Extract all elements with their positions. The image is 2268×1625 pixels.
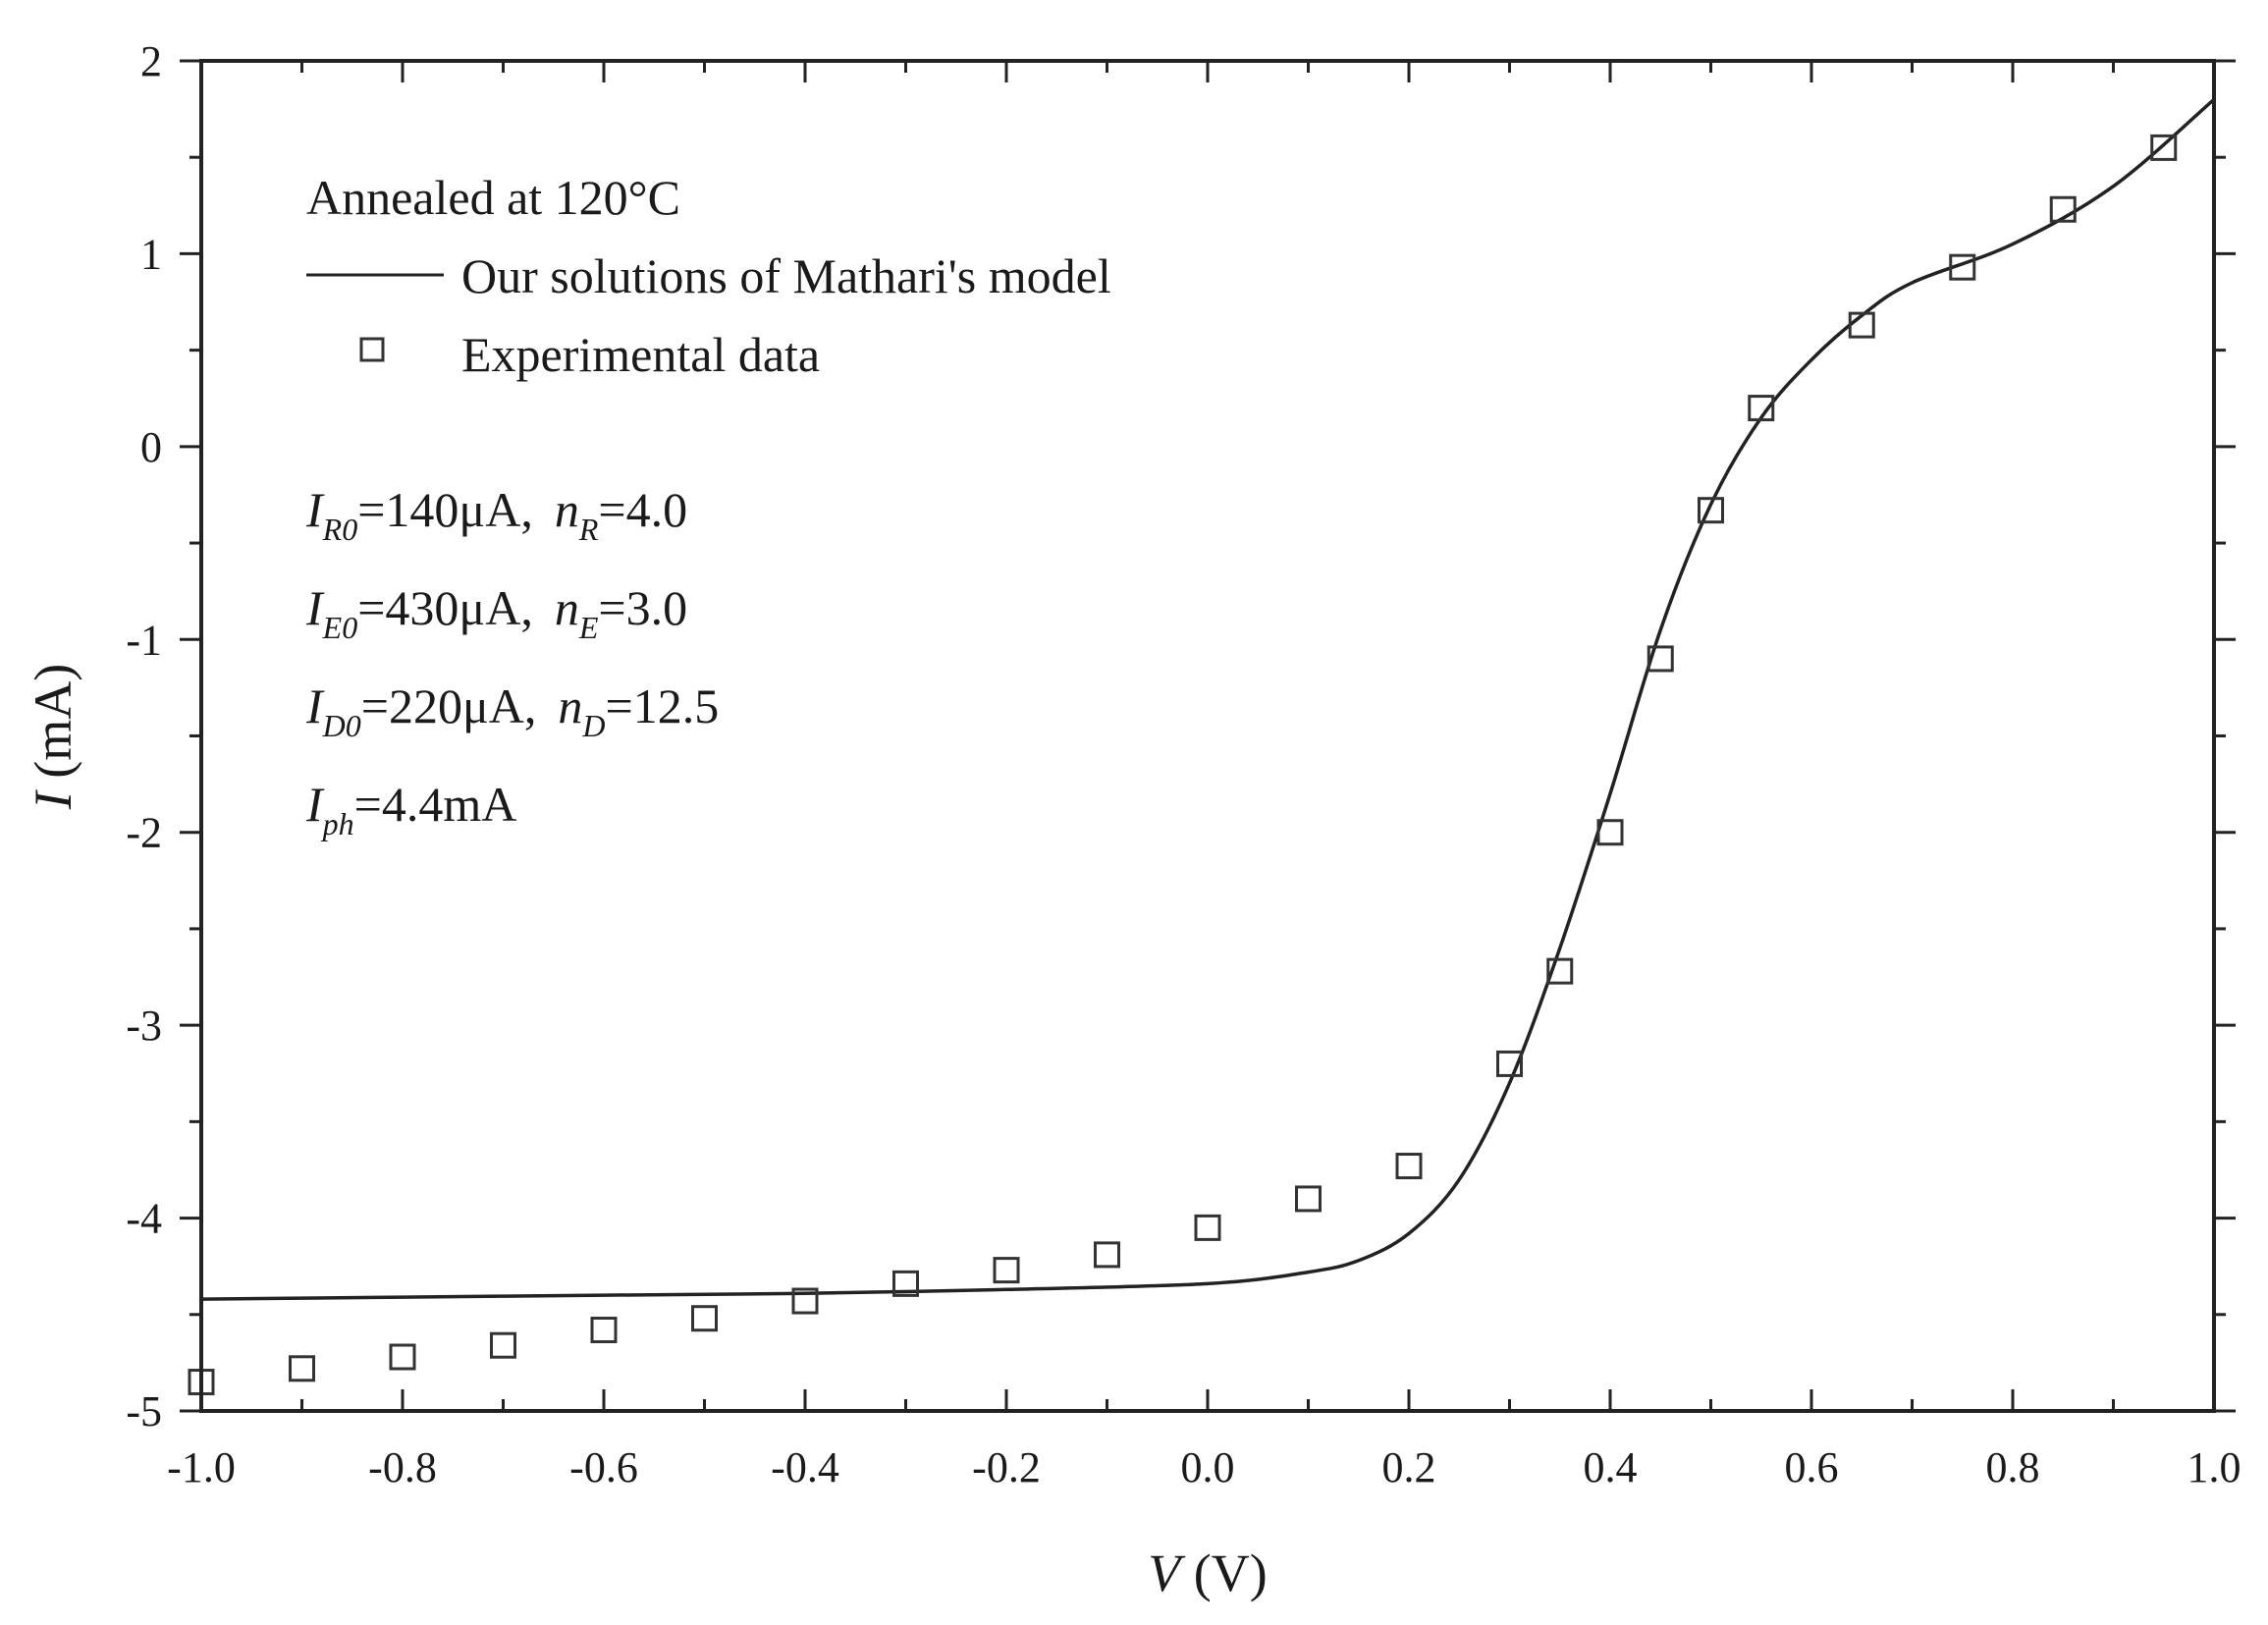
x-tick-label: 0.6: [1785, 1443, 1839, 1491]
experimental-point: [289, 1355, 315, 1382]
experimental-point: [2150, 134, 2178, 161]
x-tick-label: 1.0: [2187, 1443, 2241, 1491]
param-line-r: IR0=140μA, nR=4.0: [305, 482, 687, 547]
y-tick-label: -1: [126, 616, 162, 664]
y-tick-label: 0: [140, 423, 162, 471]
y-tick-label: 2: [140, 37, 162, 85]
x-tick-label: 0.2: [1382, 1443, 1436, 1491]
model-curve-line: [200, 97, 2216, 1301]
model-series: [200, 97, 2216, 1301]
x-tick-label: -0.6: [569, 1443, 638, 1491]
x-tick-label: 0.4: [1584, 1443, 1638, 1491]
experimental-point: [691, 1305, 718, 1332]
experimental-point: [1698, 497, 1724, 524]
experimental-point: [1496, 1050, 1523, 1077]
experimental-point: [993, 1257, 1020, 1284]
experimental-series: [188, 134, 2178, 1396]
param-line-ph: Iph=4.4mA: [305, 777, 516, 841]
y-tick-label: -5: [126, 1387, 162, 1435]
experimental-point: [1194, 1214, 1221, 1241]
legend-model-label: Our solutions of Mathari's model: [461, 248, 1111, 303]
experimental-point: [1546, 957, 1574, 985]
experimental-point: [389, 1343, 416, 1371]
x-axis-title: V (V): [1148, 1544, 1267, 1602]
x-tick-label: -0.2: [972, 1443, 1041, 1491]
annotation-title: Annealed at 120°C: [306, 170, 680, 225]
experimental-point: [1094, 1241, 1120, 1269]
experimental-point: [1596, 819, 1624, 846]
x-tick-label: -0.4: [771, 1443, 839, 1491]
param-line-e: IE0=430μA, nE=3.0: [305, 580, 687, 645]
x-tick-label: -0.8: [368, 1443, 437, 1491]
x-tick-label: 0.0: [1181, 1443, 1235, 1491]
experimental-point: [2049, 195, 2077, 223]
experimental-point: [1647, 645, 1674, 673]
experimental-point: [1748, 395, 1775, 422]
experimental-point: [1848, 311, 1875, 339]
y-tick-label: -3: [126, 1002, 162, 1050]
x-tick-label: -1.0: [167, 1443, 236, 1491]
legend-square-marker: [359, 337, 385, 362]
experimental-point: [892, 1270, 919, 1297]
param-line-d: ID0=220μA, nD=12.5: [305, 678, 719, 743]
experimental-point: [791, 1287, 819, 1315]
x-tick-labels: -1.0 -0.8 -0.6 -0.4 -0.2 0.0 0.2 0.4 0.6 0.8 1.0: [167, 1443, 2241, 1491]
plot-frame: [199, 59, 2216, 1413]
experimental-point: [490, 1331, 516, 1359]
x-tick-label: 0.8: [1986, 1443, 2040, 1491]
experimental-point: [1295, 1185, 1322, 1213]
legend-experimental-label: Experimental data: [461, 327, 820, 382]
experimental-point: [1949, 253, 1976, 281]
y-tick-label: -4: [126, 1195, 162, 1243]
y-axis-title: I (mA): [24, 664, 82, 810]
y-tick-label: -2: [126, 809, 162, 857]
y-tick-labels: -5 -4 -3 -2 -1 0 1 2: [126, 37, 162, 1435]
experimental-point: [590, 1317, 618, 1343]
y-tick-label: 1: [140, 230, 162, 278]
experimental-point: [1395, 1153, 1423, 1180]
